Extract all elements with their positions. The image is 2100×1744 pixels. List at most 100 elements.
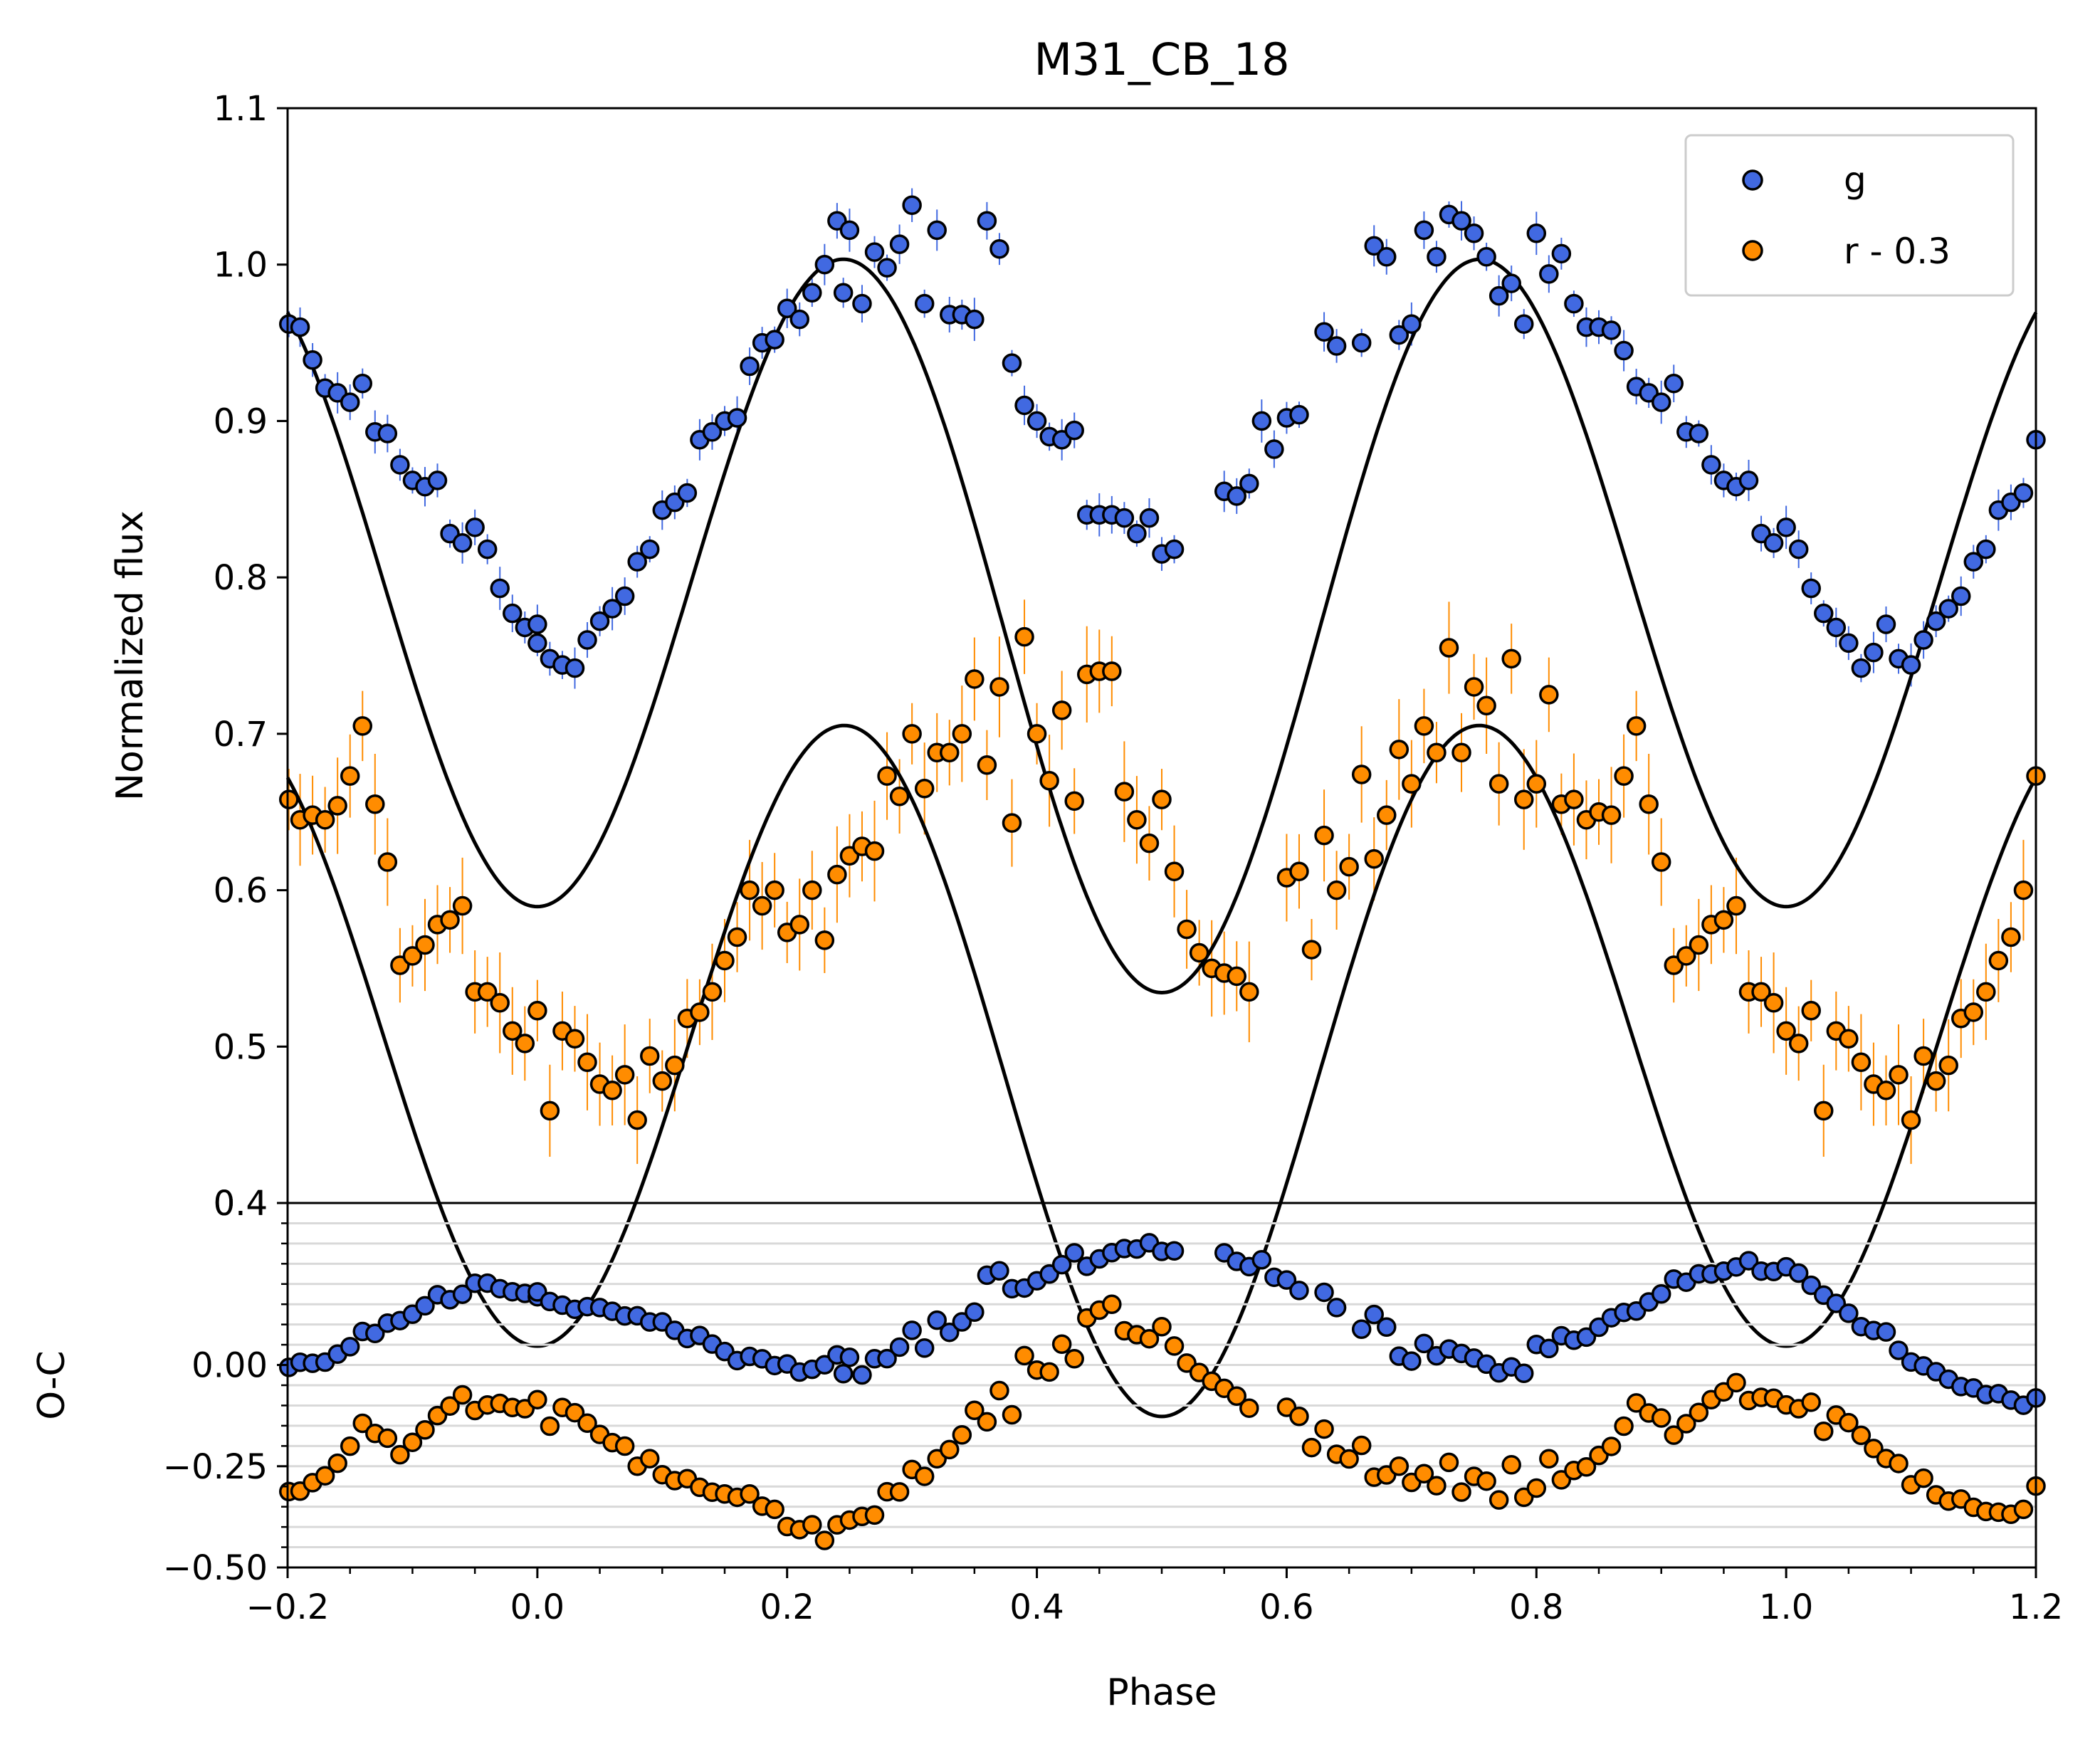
- residual-point-r: [1501, 1455, 1521, 1475]
- data-point-r: [1127, 809, 1147, 830]
- data-point-g: [452, 533, 473, 553]
- data-point-r: [1326, 880, 1347, 900]
- data-point-r: [614, 1065, 635, 1085]
- y-tick-label: 0.4: [214, 1184, 268, 1224]
- legend-box: [1684, 134, 2015, 297]
- data-point-g: [639, 539, 660, 560]
- data-point-g: [889, 234, 910, 254]
- residual-point-r: [1664, 1425, 1684, 1445]
- data-point-g: [527, 633, 547, 653]
- residual-point-r: [1164, 1336, 1185, 1356]
- data-point-g: [1264, 439, 1284, 459]
- data-point-g: [1402, 314, 1422, 334]
- data-point-r: [1539, 685, 1559, 705]
- data-point-g: [1476, 246, 1496, 267]
- data-point-g: [902, 195, 922, 215]
- data-point-r: [540, 1100, 560, 1121]
- residual-point-g: [1402, 1351, 1422, 1371]
- residual-point-r: [1289, 1407, 1309, 1427]
- residual-point-r: [352, 1413, 373, 1434]
- data-point-g: [1551, 243, 1572, 264]
- data-point-g: [1938, 599, 1958, 619]
- residual-point-r: [452, 1385, 473, 1405]
- residual-point-r: [440, 1396, 460, 1416]
- residual-point-r: [802, 1515, 822, 1535]
- residual-point-r: [1339, 1449, 1359, 1469]
- data-point-g: [1788, 539, 1809, 560]
- errorbars: [288, 188, 2037, 1165]
- data-point-r: [1689, 935, 1709, 955]
- data-point-r: [1751, 982, 1771, 1002]
- data-point-g: [527, 614, 547, 634]
- data-point-g: [1139, 508, 1160, 528]
- data-point-r: [1227, 966, 1247, 987]
- data-point-r: [1427, 742, 1447, 762]
- residual-point-g: [877, 1348, 897, 1369]
- residual-point-g: [1289, 1281, 1309, 1301]
- data-point-r: [627, 1110, 647, 1130]
- y-tick-label: 0.6: [214, 871, 268, 911]
- data-point-g: [1851, 658, 1871, 678]
- residual-point-g: [1576, 1327, 1597, 1348]
- residual-point-r: [377, 1428, 398, 1449]
- residual-point-r: [1626, 1393, 1647, 1413]
- data-point-r: [315, 809, 335, 830]
- data-point-r: [1788, 1034, 1809, 1054]
- data-point-g: [1963, 552, 1984, 572]
- data-point-g: [1414, 220, 1434, 241]
- data-point-r: [1501, 648, 1521, 669]
- data-point-g: [1501, 273, 1521, 293]
- residual-point-r: [1851, 1425, 1871, 1446]
- residual-point-r: [540, 1416, 560, 1436]
- data-point-r: [415, 935, 435, 955]
- data-point-r: [365, 794, 385, 814]
- residual-point-g: [1351, 1319, 1372, 1340]
- data-point-r: [1414, 716, 1434, 736]
- data-point-r: [702, 982, 723, 1002]
- data-point-r: [690, 1002, 710, 1022]
- data-point-r: [1901, 1110, 1921, 1130]
- data-point-g: [839, 220, 860, 241]
- data-point-g: [503, 603, 523, 624]
- legend-label-g: g: [1844, 159, 1867, 201]
- data-point-r: [914, 779, 935, 799]
- residual-point-g: [1414, 1333, 1434, 1354]
- residual-point-r: [1676, 1414, 1696, 1434]
- residual-point-r: [1576, 1457, 1597, 1477]
- data-point-r: [1489, 774, 1509, 794]
- residual-point-r: [1913, 1468, 1933, 1488]
- x-tick-label: 1.0: [1759, 1587, 1813, 1627]
- data-point-r: [1938, 1055, 1958, 1076]
- residual-point-r: [1389, 1456, 1409, 1476]
- residual-point-g: [989, 1261, 1009, 1281]
- data-point-g: [477, 539, 498, 560]
- residual-point-r: [1651, 1408, 1671, 1428]
- data-point-g: [565, 658, 585, 678]
- data-point-g: [577, 630, 597, 650]
- data-point-r: [902, 724, 922, 744]
- data-point-r: [827, 864, 847, 885]
- data-point-r: [802, 880, 822, 900]
- data-point-g: [1451, 211, 1471, 231]
- residual-point-r: [1814, 1421, 1834, 1441]
- data-point-r: [639, 1046, 660, 1066]
- residual-point-g: [1788, 1263, 1809, 1283]
- residual-point-r: [940, 1439, 960, 1460]
- legend-marker-r: [1742, 240, 1763, 261]
- data-point-g: [927, 220, 947, 241]
- residual-panel: −0.50 −0.25 0.00 0.4 −0.2 0.0 0.2 0.4 0.6 0.8 1.0…: [31, 1184, 2063, 1714]
- data-point-r: [1114, 782, 1135, 802]
- data-point-r: [1763, 993, 1784, 1013]
- residual-point-g: [452, 1284, 473, 1304]
- data-point-g: [864, 242, 885, 262]
- model-curve-0: [285, 257, 2038, 995]
- data-point-r: [1364, 849, 1384, 869]
- data-point-g: [740, 356, 760, 377]
- data-point-r: [1239, 982, 1259, 1002]
- data-point-g: [1014, 395, 1034, 416]
- residual-point-r: [1601, 1436, 1622, 1456]
- y-tick-label: 0.5: [214, 1027, 268, 1067]
- data-point-r: [1651, 852, 1671, 872]
- data-point-g: [1801, 578, 1821, 599]
- y-tick-label: −0.50: [163, 1548, 268, 1588]
